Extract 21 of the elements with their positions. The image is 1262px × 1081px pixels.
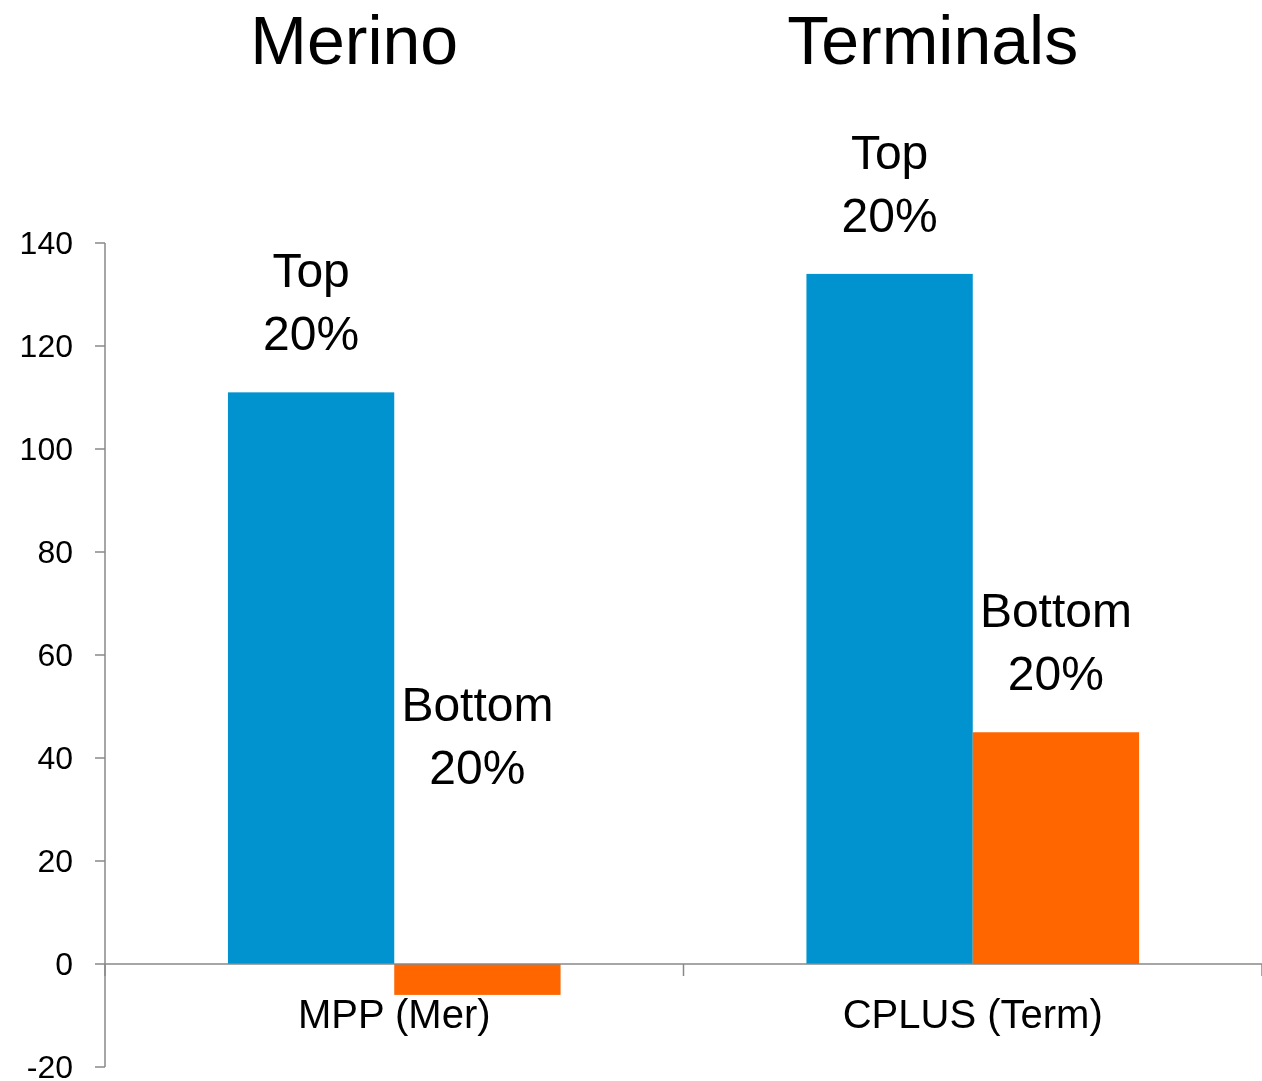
text: Bottom 20% — [401, 678, 554, 794]
y-tick-label: 20 — [37, 843, 73, 880]
text: Merino — [250, 2, 459, 78]
y-tick-label: 0 — [55, 946, 73, 983]
series-label: Top 20% — [841, 125, 938, 242]
bar — [394, 964, 561, 995]
y-tick-label: 140 — [19, 225, 73, 262]
x-tick-label: CPLUS (Term) — [842, 992, 1103, 1036]
bar — [227, 392, 395, 964]
y-tick-label: -20 — [26, 1049, 73, 1081]
y-tick-label: 60 — [37, 637, 73, 674]
bar — [972, 732, 1140, 964]
y-tick-label: 80 — [37, 534, 73, 571]
bar — [806, 273, 973, 964]
y-tick-label: 100 — [19, 431, 73, 468]
series-label: Bottom 20% — [979, 584, 1132, 701]
y-tick-label: 40 — [37, 740, 73, 777]
text: Terminals — [787, 2, 1079, 78]
y-tick-label: 120 — [19, 328, 73, 365]
x-tick-label: MPP (Mer) — [297, 992, 491, 1036]
text: Top 20% — [263, 244, 360, 361]
